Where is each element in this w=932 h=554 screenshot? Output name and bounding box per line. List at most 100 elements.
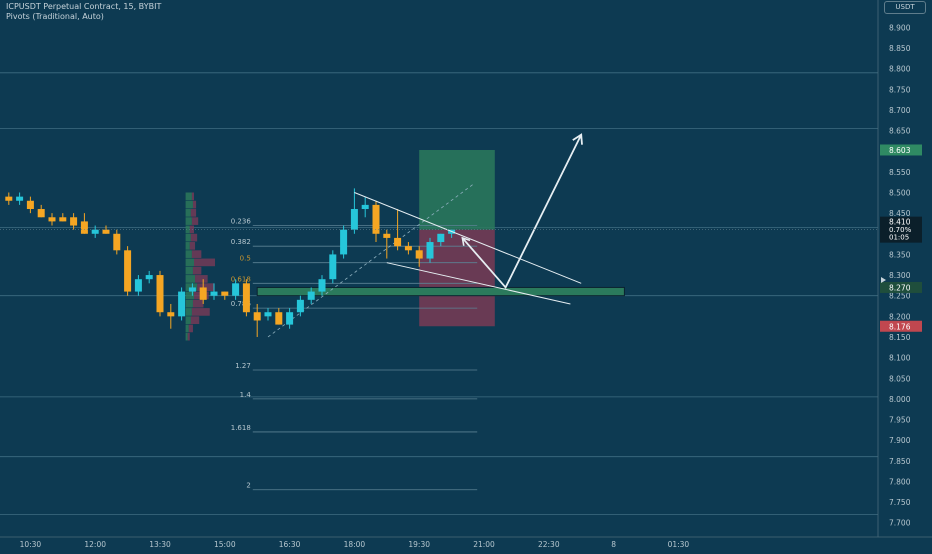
candle	[329, 254, 337, 280]
candle	[113, 233, 121, 251]
volume-profile-bar	[185, 258, 194, 267]
volume-profile-bar	[190, 209, 197, 217]
volume-profile-bar	[185, 275, 196, 283]
candle	[394, 237, 402, 247]
price-tick-label: 8.850	[889, 44, 911, 53]
candle	[350, 209, 358, 230]
volume-profile-bar	[187, 332, 190, 341]
candle	[80, 221, 88, 234]
profit-zone	[419, 149, 495, 230]
volume-profile-bar	[185, 266, 193, 275]
axis-marker-icon	[881, 277, 886, 283]
price-tag-label: 8.270	[889, 283, 911, 292]
candle	[37, 209, 45, 218]
fib-level-label: 1.27	[235, 362, 251, 370]
volume-profile-bar	[185, 250, 192, 258]
candle	[415, 250, 423, 259]
fib-level-label: 0.618	[231, 275, 251, 283]
volume-profile-bar	[192, 299, 204, 308]
currency-tag[interactable]: USDT	[884, 1, 926, 14]
price-tag-label: 8.176	[889, 322, 911, 331]
fib-level-label: 0.236	[231, 218, 252, 226]
price-tick-label: 8.150	[889, 333, 911, 342]
price-tick-label: 7.850	[889, 457, 911, 466]
candle	[361, 204, 369, 210]
candle	[372, 204, 380, 234]
volume-profile-bar	[185, 316, 191, 324]
price-tag-label: 8.603	[889, 146, 911, 155]
price-tick-label: 8.900	[889, 23, 911, 32]
volume-profile-bar	[185, 324, 189, 333]
candle	[404, 246, 412, 251]
candle	[437, 233, 445, 243]
candle	[5, 196, 13, 201]
time-axis	[0, 537, 932, 550]
candle	[145, 275, 153, 280]
volume-profile-bar	[185, 233, 191, 242]
candle	[48, 217, 56, 222]
price-tick-label: 8.000	[889, 395, 911, 404]
fib-level-label: 1.4	[240, 391, 252, 399]
time-tick-label: 18:00	[344, 540, 366, 549]
fib-level-label: 0.382	[231, 238, 251, 246]
volume-profile-bar	[185, 209, 191, 217]
candle	[178, 291, 186, 317]
volume-profile-bar	[191, 192, 194, 201]
candle	[307, 291, 315, 300]
projection-arrowhead	[572, 133, 583, 145]
price-tick-label: 8.100	[889, 354, 911, 363]
time-tick-label: 10:30	[20, 540, 42, 549]
volume-profile-bar	[192, 200, 197, 209]
time-tick-label: 16:30	[279, 540, 301, 549]
price-tick-label: 8.800	[889, 65, 911, 74]
candle	[210, 291, 218, 296]
price-axis	[878, 0, 932, 550]
price-tick-label: 8.300	[889, 271, 911, 280]
volume-profile-bar	[185, 283, 198, 291]
price-tick-label: 8.050	[889, 374, 911, 383]
candle	[188, 287, 196, 292]
time-tick-label: 01:30	[668, 540, 690, 549]
price-tick-label: 8.650	[889, 127, 911, 136]
candle	[124, 250, 132, 292]
volume-profile-bar	[185, 200, 193, 209]
volume-profile-bar	[188, 324, 193, 333]
time-tick-label: 15:00	[214, 540, 236, 549]
volume-profile-bar	[185, 192, 192, 201]
candle	[221, 291, 229, 296]
time-tick-label: 8	[611, 540, 616, 549]
projection-path	[461, 134, 583, 290]
candle	[318, 279, 326, 292]
time-tick-label: 21:00	[473, 540, 495, 549]
volume-profile-bar	[189, 242, 196, 250]
symbol-title[interactable]: ICPUSDT Perpetual Contract, 15, BYBIT	[6, 2, 162, 11]
price-tick-label: 8.750	[889, 85, 911, 94]
candle	[242, 283, 250, 313]
current-price-label: 8.410	[889, 218, 911, 227]
volume-profile-bar	[189, 225, 194, 234]
volume-profile-bar	[190, 316, 200, 324]
candle	[91, 229, 99, 234]
entry-arrowhead	[461, 236, 471, 246]
price-tick-label: 7.950	[889, 416, 911, 425]
current-price-tag	[880, 216, 922, 243]
volume-profile-bar	[185, 242, 190, 250]
price-tick-label: 7.750	[889, 498, 911, 507]
indicator-label[interactable]: Pivots (Traditional, Auto)	[6, 12, 104, 21]
candle	[426, 242, 434, 259]
time-tick-label: 22:30	[538, 540, 560, 549]
volume-profile-bar	[195, 275, 208, 283]
price-tag	[880, 320, 922, 332]
candle	[286, 312, 294, 325]
price-tick-label: 8.250	[889, 292, 911, 301]
price-tick-label: 8.350	[889, 250, 911, 259]
price-tick-label: 7.900	[889, 436, 911, 445]
fib-level-label: 0.786	[231, 300, 252, 308]
fib-level-label: 1.618	[231, 424, 251, 432]
candle	[340, 229, 348, 255]
candle	[199, 287, 207, 300]
price-tick-label: 8.200	[889, 312, 911, 321]
candle	[70, 217, 78, 226]
